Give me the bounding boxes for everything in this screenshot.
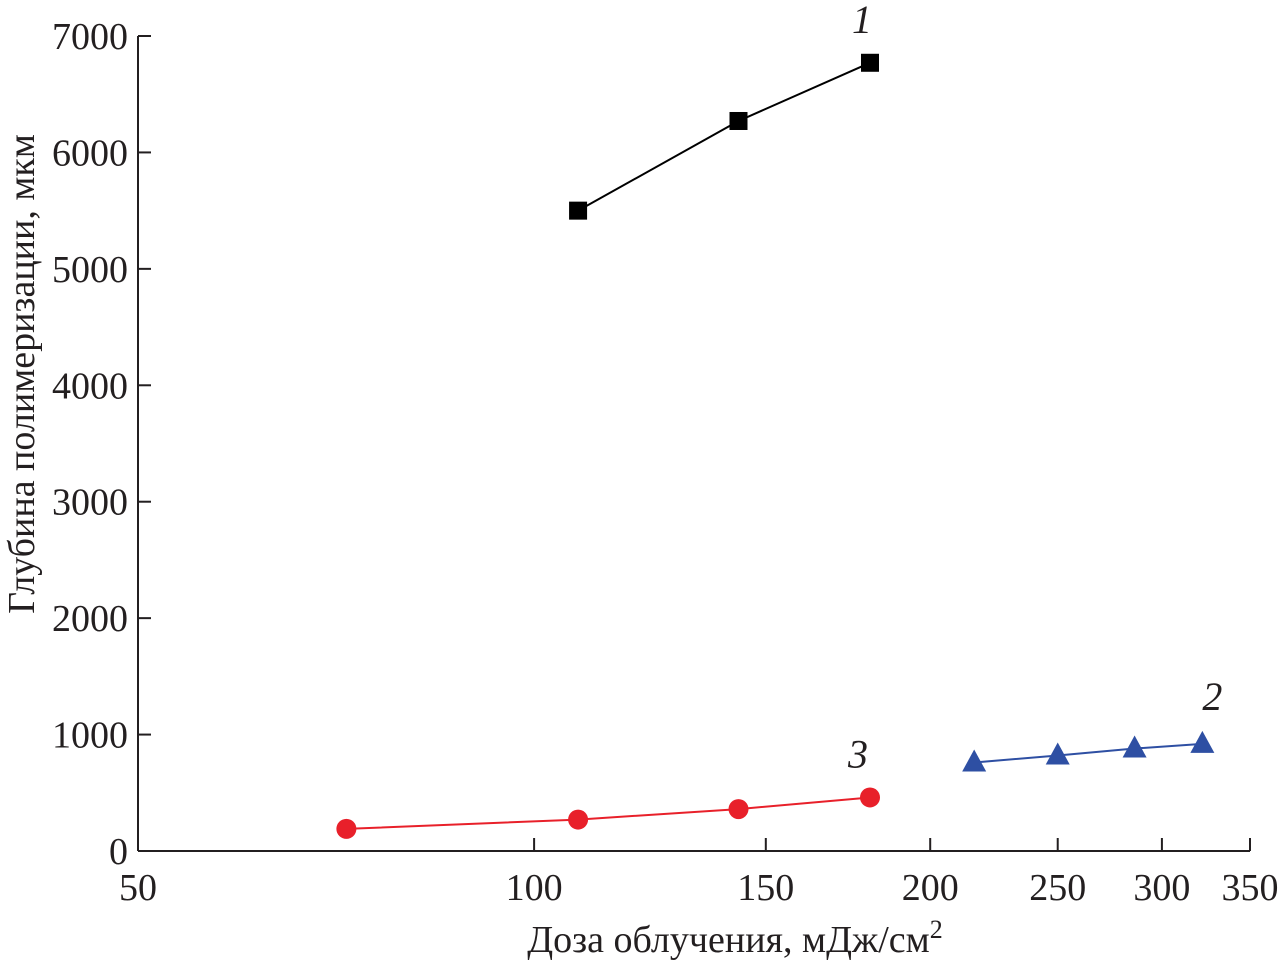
x-tick-label: 150 (737, 867, 794, 909)
data-point-square (860, 53, 879, 72)
data-point-circle (859, 787, 880, 808)
y-tick-label: 5000 (52, 249, 128, 291)
series-line-3 (346, 796, 871, 830)
data-point-square (569, 201, 588, 220)
data-point-triangle (1045, 742, 1070, 765)
x-tick-label: 50 (119, 867, 157, 909)
series-line-1 (577, 61, 871, 212)
x-tick-label: 350 (1222, 867, 1279, 909)
data-point-square (729, 111, 748, 130)
series-label-3: 3 (847, 731, 868, 776)
y-tick-label: 3000 (52, 482, 128, 524)
series-line-2 (974, 742, 1203, 764)
y-tick-label: 1000 (52, 715, 128, 757)
y-tick-label: 4000 (52, 365, 128, 407)
data-point-triangle (1122, 735, 1147, 758)
series-label-1: 1 (852, 0, 872, 42)
series-lines (346, 61, 1203, 830)
data-point-triangle (962, 749, 987, 772)
y-tick-label: 7000 (52, 16, 128, 58)
x-tick-label: 200 (902, 867, 959, 909)
data-point-triangle (1190, 730, 1215, 753)
data-point-circle (336, 818, 357, 839)
series-markers (336, 53, 1215, 839)
x-axis-label-superscript: 2 (930, 915, 943, 944)
y-tick-label: 0 (109, 831, 128, 873)
x-tick-label: 300 (1133, 867, 1190, 909)
y-tick-label: 2000 (52, 598, 128, 640)
data-point-circle (728, 799, 749, 820)
y-axis-label: Глубина полимеризации, мкм (1, 134, 43, 614)
x-tick-label: 100 (506, 867, 563, 909)
series-labels: 1 2 3 (847, 0, 1222, 776)
axes: 0 1000 2000 3000 4000 5000 6000 7000 50 100 150 200… (52, 16, 1279, 909)
x-tick-label: 250 (1029, 867, 1086, 909)
x-axis-label: Доза облучения, мДж/см2 (527, 915, 942, 961)
data-point-circle (568, 809, 589, 830)
series-label-2: 2 (1202, 674, 1222, 719)
y-tick-label: 6000 (52, 132, 128, 174)
